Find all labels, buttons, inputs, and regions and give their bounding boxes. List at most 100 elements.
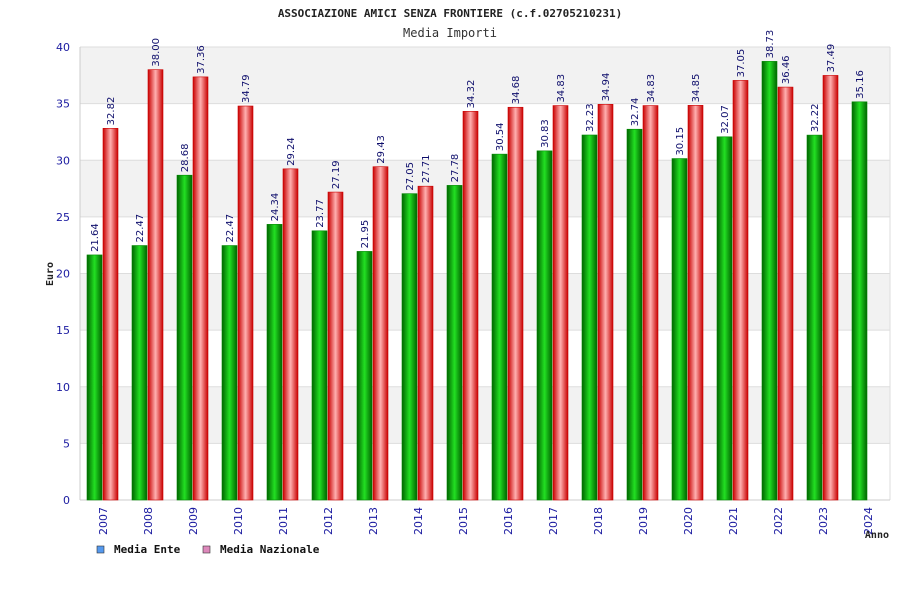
bar-media-nazionale (507, 106, 524, 501)
bar-value-label: 32.74 (630, 98, 641, 127)
bar-value-label: 27.19 (331, 160, 342, 189)
plot-band (80, 443, 890, 500)
chart-subtitle: Media Importi (403, 26, 497, 40)
value-labels: 21.64 32.82 22.47 38.00 28.68 37.36 22.47 34.79… (90, 30, 866, 252)
bar-value-label: 30.54 (495, 122, 506, 151)
bar-value-label: 34.94 (601, 73, 612, 102)
bar-media-ente (581, 134, 598, 501)
plot-band (80, 47, 890, 104)
bar-media-nazionale (732, 80, 749, 501)
bar-value-label: 30.83 (540, 119, 551, 148)
bar-value-label: 22.47 (225, 214, 236, 243)
grid-lines (79, 46, 891, 501)
bar-value-label: 37.05 (736, 49, 747, 78)
bar-media-nazionale (327, 191, 344, 501)
x-tick-label: 2012 (322, 507, 335, 535)
bar-media-ente (356, 251, 373, 501)
bar-media-ente (536, 150, 553, 501)
bar-value-label: 29.43 (376, 135, 387, 164)
bar-value-label: 38.73 (765, 30, 776, 59)
x-tick-label: 2021 (727, 507, 740, 535)
y-tick-label: 10 (56, 381, 70, 394)
bar-media-ente (446, 185, 463, 501)
bar-media-ente (806, 134, 823, 501)
bar-media-ente (86, 254, 103, 501)
y-axis-ticks: 0 5 10 15 20 25 30 35 40 (56, 41, 70, 507)
bar-media-nazionale (147, 69, 164, 501)
bar-value-label: 27.05 (405, 162, 416, 191)
bar-media-nazionale (687, 105, 704, 501)
legend-swatch-media-ente (96, 545, 105, 554)
bar-media-ente (221, 245, 238, 501)
bar-value-label: 38.00 (151, 38, 162, 67)
bar-value-label: 27.71 (421, 155, 432, 184)
bar-value-label: 27.78 (450, 154, 461, 183)
bar-value-label: 32.22 (810, 103, 821, 132)
bar-media-nazionale (417, 185, 434, 501)
bar-media-nazionale (777, 86, 794, 501)
bar-value-label: 37.36 (196, 45, 207, 74)
bar-value-label: 32.82 (106, 97, 117, 126)
bar-value-label: 21.95 (360, 220, 371, 249)
y-tick-label: 5 (63, 437, 70, 450)
bar-media-nazionale (822, 75, 839, 501)
y-tick-label: 35 (56, 98, 70, 111)
bars (86, 61, 868, 501)
bar-value-label: 29.24 (286, 137, 297, 166)
bar-value-label: 37.49 (826, 44, 837, 73)
x-tick-label: 2014 (412, 507, 425, 535)
bar-media-nazionale (372, 166, 389, 501)
plot-background (80, 47, 890, 500)
plot-band (80, 386, 890, 444)
bar-media-ente (401, 193, 418, 501)
x-tick-label: 2011 (277, 507, 290, 535)
x-tick-label: 2010 (232, 507, 245, 535)
x-axis-ticks: 2007 2008 2009 2010 2011 2012 2013 2014 2015 2016… (97, 507, 875, 535)
bar-value-label: 36.46 (781, 55, 792, 84)
legend-swatch-media-nazionale (202, 545, 211, 554)
y-tick-label: 15 (56, 324, 70, 337)
x-axis-label: Anno (865, 530, 889, 541)
bar-value-label: 32.23 (585, 103, 596, 132)
y-tick-label: 40 (56, 41, 70, 54)
bar-media-nazionale (552, 105, 569, 501)
y-tick-label: 0 (63, 494, 70, 507)
bar-media-nazionale (102, 128, 119, 501)
bar-media-ente (131, 245, 148, 501)
x-tick-label: 2015 (457, 507, 470, 535)
bar-value-label: 34.68 (511, 76, 522, 105)
bar-value-label: 21.64 (90, 223, 101, 252)
plot-band (80, 160, 890, 217)
bar-media-nazionale (282, 168, 299, 501)
plot-band (80, 273, 890, 331)
legend-label-media-ente: Media Ente (114, 543, 181, 556)
bar-value-label: 30.15 (675, 127, 686, 156)
bar-media-nazionale (642, 105, 659, 501)
legend-label-media-nazionale: Media Nazionale (220, 543, 320, 556)
bar-media-ente (266, 224, 283, 501)
y-axis-label: Euro (45, 262, 56, 286)
bar-media-ente (176, 174, 193, 501)
plot-band (80, 103, 890, 161)
plot-band (80, 216, 890, 274)
x-tick-label: 2022 (772, 507, 785, 535)
bar-value-label: 32.07 (720, 105, 731, 134)
x-tick-label: 2013 (367, 507, 380, 535)
x-tick-label: 2009 (187, 507, 200, 535)
bar-media-nazionale (237, 105, 254, 501)
y-tick-label: 20 (56, 268, 70, 281)
bar-value-label: 34.32 (466, 80, 477, 109)
bar-media-nazionale (597, 104, 614, 501)
bar-value-label: 34.85 (691, 74, 702, 103)
x-tick-label: 2018 (592, 507, 605, 535)
y-tick-label: 30 (56, 154, 70, 167)
x-tick-label: 2017 (547, 507, 560, 535)
bar-value-label: 34.83 (556, 74, 567, 103)
y-tick-label: 25 (56, 211, 70, 224)
bar-value-label: 22.47 (135, 214, 146, 243)
x-tick-label: 2008 (142, 507, 155, 535)
bar-value-label: 23.77 (315, 199, 326, 228)
bar-media-ente (626, 128, 643, 501)
x-tick-label: 2007 (97, 507, 110, 535)
